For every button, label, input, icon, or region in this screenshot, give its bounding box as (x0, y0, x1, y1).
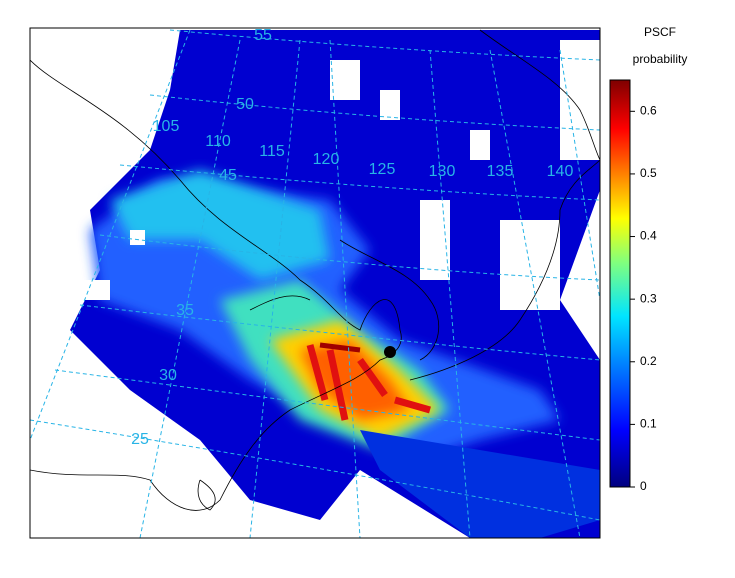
longitude-label: 140 (547, 163, 574, 180)
map-area (30, 29, 600, 538)
longitude-label: 120 (313, 151, 340, 168)
latitude-label: 25 (131, 431, 149, 448)
receptor-site (384, 346, 396, 358)
longitude-label: 110 (205, 133, 231, 150)
longitude-label: 130 (429, 163, 456, 180)
longitude-label: 105 (153, 118, 180, 135)
longitude-label: 135 (487, 163, 514, 180)
colorbar-subtitle: probability (633, 52, 688, 66)
graticule (30, 29, 600, 538)
map-frame (29, 27, 601, 539)
colorbar-tick-label: 0.3 (640, 291, 657, 305)
colorbar-tick-label: 0 (640, 479, 647, 493)
latitude-label: 55 (254, 27, 272, 44)
latitude-label: 50 (236, 96, 254, 113)
colorbar-tick-label: 0.5 (640, 166, 657, 180)
latitude-label: 35 (176, 302, 194, 319)
colorbar-title: PSCF (644, 25, 676, 39)
colorbar-tick-label: 0.6 (640, 103, 657, 117)
latitude-label: 30 (159, 367, 177, 384)
pscf-field (70, 30, 600, 538)
colorbar-tick-label: 0.4 (640, 229, 657, 243)
colorbar-tick-label: 0.1 (640, 417, 657, 431)
latitude-label: 45 (219, 167, 237, 184)
longitude-label: 125 (369, 161, 396, 178)
longitude-label: 115 (259, 143, 285, 160)
colorbar (609, 79, 631, 488)
colorbar-tick-label: 0.2 (640, 354, 657, 368)
